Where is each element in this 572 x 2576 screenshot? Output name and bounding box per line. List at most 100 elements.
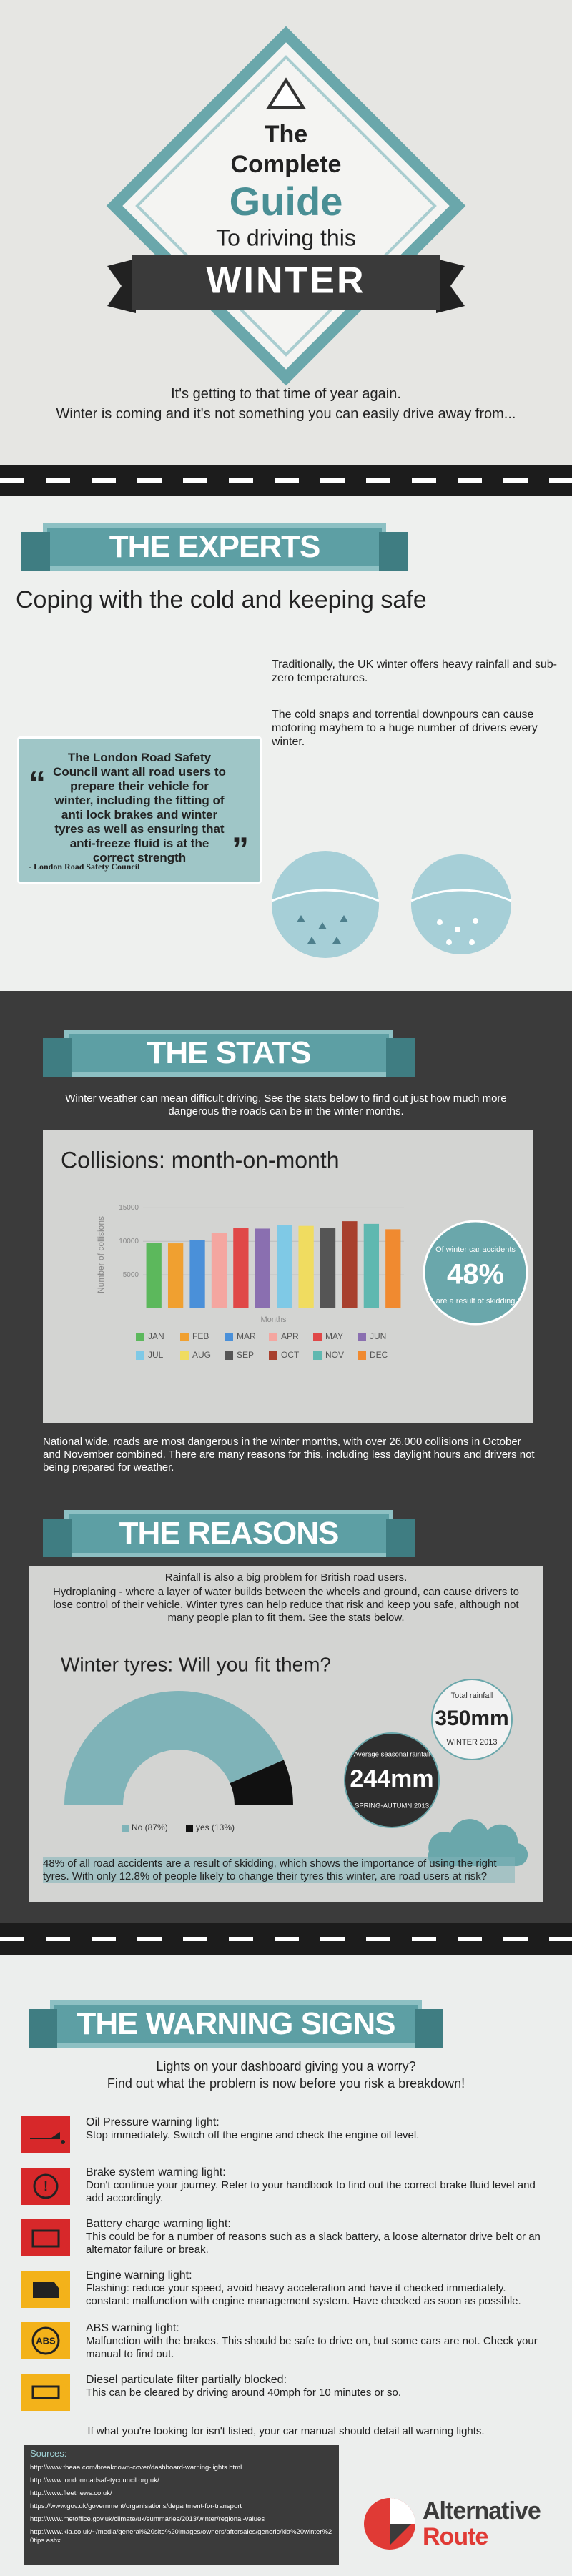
paragraph: Traditionally, the UK winter offers heav… (272, 658, 558, 684)
road-divider (0, 465, 572, 496)
quote-box (17, 736, 262, 884)
intro-line: Winter is coming and it's not something … (56, 406, 516, 422)
abs-icon: ABS (21, 2322, 70, 2359)
legend-label: JUL (148, 1350, 164, 1360)
paragraph: 48% of all road accidents are a result o… (43, 1857, 515, 1883)
warning-text: Don't continue your journey. Refer to yo… (86, 2179, 536, 2204)
source-link[interactable]: http://www.londonroadsafetycouncil.org.u… (30, 2477, 159, 2484)
bar (298, 1225, 314, 1308)
rainfall-circle (344, 1732, 440, 1828)
quote-text: The London Road Safety Council want all … (53, 751, 226, 864)
source-link[interactable]: http://www.theaa.com/breakdown-cover/das… (30, 2464, 242, 2472)
callout-figure: 48% (447, 1259, 504, 1291)
legend-label: AUG (192, 1350, 211, 1360)
callout-text: are a result of skidding (436, 1297, 516, 1306)
legend-swatch (225, 1351, 233, 1360)
legend-label: yes (13%) (196, 1822, 235, 1832)
oil-icon (21, 2116, 70, 2153)
source-link[interactable]: http://www.fleetnews.co.uk/ (30, 2489, 112, 2497)
bar-chart: Collisions: month-on-month Number of coll… (43, 1130, 533, 1423)
y-tick-label: 5000 (123, 1271, 139, 1279)
legend-label: JAN (148, 1331, 164, 1341)
rain-circle (272, 851, 379, 958)
bar (167, 1243, 184, 1308)
bar (233, 1228, 249, 1308)
source-link[interactable]: http://www.metoffice.gov.uk/climate/uk/s… (30, 2515, 265, 2523)
warning-item: Brake system warning light: Don't continu… (86, 2166, 551, 2205)
legend-label: OCT (281, 1350, 300, 1360)
bar (211, 1233, 227, 1308)
weather-icons (271, 851, 512, 958)
warning-item: Oil Pressure warning light: Stop immediat… (86, 2116, 419, 2142)
title-line: WINTER (206, 260, 365, 302)
section-banner: THE STATS (43, 1030, 415, 1077)
legend-swatch (186, 1825, 193, 1832)
section-banner: THE REASONS (43, 1510, 415, 1557)
paragraph: National wide, roads are most dangerous … (43, 1436, 535, 1474)
brake-icon: ! (21, 2168, 70, 2205)
title-line: Guide (230, 179, 343, 224)
donut-segment (230, 1760, 293, 1805)
quote-attribution: - London Road Safety Council (29, 862, 140, 872)
legend-swatch (313, 1333, 322, 1341)
intro-line: Lights on your dashboard giving you a wo… (156, 2059, 416, 2073)
section-heading: Coping with the cold and keeping safe (16, 586, 427, 613)
battery-icon (21, 2219, 70, 2256)
warning-title: Brake system warning light: (86, 2166, 226, 2178)
warning-item: Engine warning light: Flashing: reduce yo… (86, 2269, 551, 2308)
legend-swatch (180, 1351, 189, 1360)
bar (363, 1223, 380, 1308)
callout-text: Of winter car accidents (435, 1245, 516, 1254)
rainfall-label: Average seasonal rainfall (354, 1751, 430, 1759)
footer-note: If what you're looking for isn't listed,… (87, 2425, 485, 2437)
legend-label: MAR (237, 1331, 256, 1341)
paragraph: Winter weather can mean difficult drivin… (65, 1092, 507, 1117)
paragraph: Hydroplaning - where a layer of water bu… (52, 1586, 520, 1624)
paragraph: Rainfall is also a big problem for Briti… (164, 1571, 408, 1584)
warning-title: Battery charge warning light: (86, 2218, 231, 2230)
rainfall-figure: 350mm (435, 1707, 508, 1730)
rainfall-label: Total rainfall (451, 1692, 493, 1700)
legend-swatch (358, 1333, 366, 1341)
source-link[interactable]: https://www.gov.uk/government/organisati… (30, 2502, 242, 2510)
rainfall-period: WINTER 2013 (447, 1738, 498, 1747)
legend-label: No (87%) (132, 1822, 168, 1832)
chart-title: Collisions: month-on-month (61, 1147, 340, 1173)
source-link[interactable]: http://www.kia.co.uk/~/media/general%20s… (30, 2528, 332, 2545)
legend-swatch (122, 1825, 129, 1832)
warning-text: This could be for a number of reasons su… (86, 2231, 541, 2256)
x-axis-label: Months (260, 1316, 287, 1324)
bar (385, 1229, 401, 1308)
cloud-icon (428, 1819, 528, 1867)
paragraph: The cold snaps and torrential downpours … (272, 709, 538, 748)
legend-swatch (269, 1333, 277, 1341)
snow-circle (411, 854, 511, 954)
warning-title: ABS warning light: (86, 2322, 179, 2334)
warning-item: ABS warning light: Malfunction with the b… (86, 2322, 551, 2361)
legend-swatch (180, 1333, 189, 1341)
bar (146, 1243, 162, 1308)
logo-line: Route (423, 2523, 488, 2550)
logo: Alternative Route (364, 2497, 541, 2550)
rainfall-figure: 244mm (350, 1765, 433, 1792)
header-art: The Complete Guide To driving this WINTE… (106, 26, 466, 386)
engine-icon (21, 2271, 70, 2308)
chart-title: Winter tyres: Will you fit them? (61, 1653, 331, 1675)
section-banner: THE EXPERTS (21, 523, 408, 571)
sources-title: Sources: (30, 2448, 67, 2459)
legend-swatch (136, 1333, 144, 1341)
bar (255, 1228, 270, 1308)
legend-label: FEB (192, 1331, 209, 1341)
warning-text: This can be cleared by driving around 40… (86, 2387, 402, 2399)
rainfall-circle (431, 1679, 513, 1760)
warning-icon (266, 77, 306, 109)
legend-label: APR (281, 1331, 299, 1341)
legend-swatch (225, 1333, 233, 1341)
legend-label: NOV (325, 1350, 344, 1360)
warning-title: Diesel particulate filter partially bloc… (86, 2374, 287, 2386)
warning-item: Battery charge warning light: This could … (86, 2218, 551, 2256)
warning-item: Diesel particulate filter partially bloc… (86, 2374, 401, 2399)
section-banner: THE WARNING SIGNS (29, 2000, 443, 2048)
y-axis-label: Number of collisions (96, 1216, 106, 1293)
legend-swatch (313, 1351, 322, 1360)
